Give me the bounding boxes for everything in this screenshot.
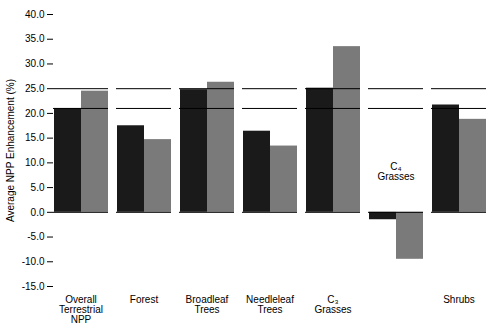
svg-text:-15.0: -15.0 [22,281,45,292]
svg-text:40.0: 40.0 [25,9,45,20]
svg-text:0.0: 0.0 [31,207,45,218]
svg-text:25.0: 25.0 [25,83,45,94]
svg-text:Average NPP Enhancement (%): Average NPP Enhancement (%) [5,79,16,222]
svg-text:35.0: 35.0 [25,33,45,44]
svg-text:20.0: 20.0 [25,108,45,119]
svg-text:BroadleafTrees: BroadleafTrees [186,294,229,315]
svg-text:10.0: 10.0 [25,157,45,168]
svg-text:NeedleleafTrees: NeedleleafTrees [246,294,294,315]
svg-text:Shrubs: Shrubs [443,294,475,305]
svg-text:5.0: 5.0 [31,182,45,193]
svg-text:C₃Grasses: C₃Grasses [314,294,351,315]
svg-text:OverallTerrestrialNPP: OverallTerrestrialNPP [59,294,103,325]
svg-text:30.0: 30.0 [25,58,45,69]
svg-text:Forest: Forest [130,294,159,305]
svg-text:-10.0: -10.0 [22,256,45,267]
svg-text:C₄Grasses: C₄Grasses [377,161,414,182]
svg-text:15.0: 15.0 [25,132,45,143]
svg-text:-5.0: -5.0 [27,231,45,242]
